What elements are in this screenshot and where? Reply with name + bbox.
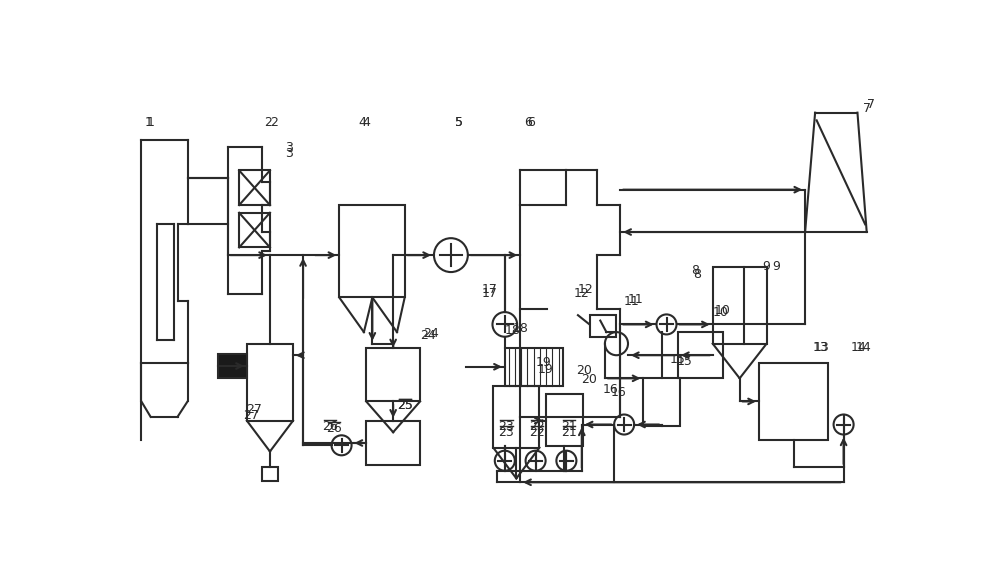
Text: 27: 27 (243, 409, 259, 422)
Text: 19: 19 (535, 356, 551, 369)
Text: 15: 15 (677, 355, 693, 368)
Bar (366, 347, 420, 401)
Text: 4: 4 (362, 116, 370, 129)
Text: 24: 24 (420, 329, 436, 342)
Text: 22: 22 (529, 420, 545, 432)
Bar (339, 205, 405, 298)
Text: 8: 8 (691, 264, 699, 277)
Text: 24: 24 (423, 327, 439, 340)
Text: 26: 26 (322, 420, 338, 432)
Bar (505, 347, 563, 386)
Bar (262, 467, 278, 481)
Text: 10: 10 (715, 304, 731, 317)
Text: 23: 23 (498, 425, 514, 439)
Text: 16: 16 (611, 386, 627, 398)
Text: 2: 2 (264, 116, 272, 129)
Text: 14: 14 (856, 341, 871, 354)
Text: 22: 22 (529, 425, 545, 439)
Text: 11: 11 (628, 293, 644, 306)
Text: 10: 10 (712, 306, 728, 319)
Text: 3: 3 (285, 147, 293, 160)
Bar (366, 421, 420, 465)
Text: 17: 17 (481, 287, 497, 300)
Text: 21: 21 (561, 425, 577, 439)
Text: 12: 12 (578, 283, 594, 297)
Text: 25: 25 (397, 398, 413, 412)
Text: 11: 11 (624, 295, 640, 308)
Text: 7: 7 (867, 98, 875, 111)
Text: 6: 6 (527, 116, 535, 129)
Bar (713, 267, 767, 343)
Text: 21: 21 (561, 420, 577, 432)
Bar (678, 332, 723, 379)
Text: 16: 16 (602, 383, 618, 396)
Text: 20: 20 (576, 364, 592, 377)
Text: 13: 13 (814, 341, 830, 354)
Text: 9: 9 (773, 260, 781, 273)
Bar (218, 354, 247, 379)
Text: 23: 23 (498, 420, 514, 432)
Text: 5: 5 (455, 116, 463, 129)
Text: 3: 3 (285, 141, 293, 154)
Text: 26: 26 (326, 422, 342, 435)
Text: 25: 25 (397, 398, 413, 412)
Text: 12: 12 (574, 287, 590, 300)
Text: 13: 13 (813, 341, 828, 354)
Text: 14: 14 (851, 341, 867, 354)
Bar (590, 315, 616, 337)
Bar (493, 386, 539, 448)
Bar (239, 213, 270, 247)
Text: 5: 5 (455, 116, 463, 129)
Bar (759, 363, 828, 440)
Text: 20: 20 (582, 373, 597, 386)
Text: 4: 4 (358, 116, 366, 129)
Bar (247, 343, 293, 421)
Text: 9: 9 (763, 260, 771, 273)
Bar (643, 379, 680, 426)
Text: 17: 17 (481, 283, 497, 297)
Text: 2: 2 (270, 116, 278, 129)
Bar (239, 171, 270, 205)
Text: 15: 15 (670, 353, 686, 366)
Text: 8: 8 (693, 268, 701, 281)
Bar (546, 394, 583, 446)
Text: 18: 18 (512, 322, 528, 335)
Text: 19: 19 (538, 363, 553, 376)
Text: 7: 7 (863, 103, 871, 115)
Text: 27: 27 (247, 403, 262, 415)
Text: 1: 1 (147, 116, 155, 129)
Text: 6: 6 (524, 116, 532, 129)
Text: 18: 18 (505, 324, 520, 337)
Text: 1: 1 (145, 116, 153, 129)
